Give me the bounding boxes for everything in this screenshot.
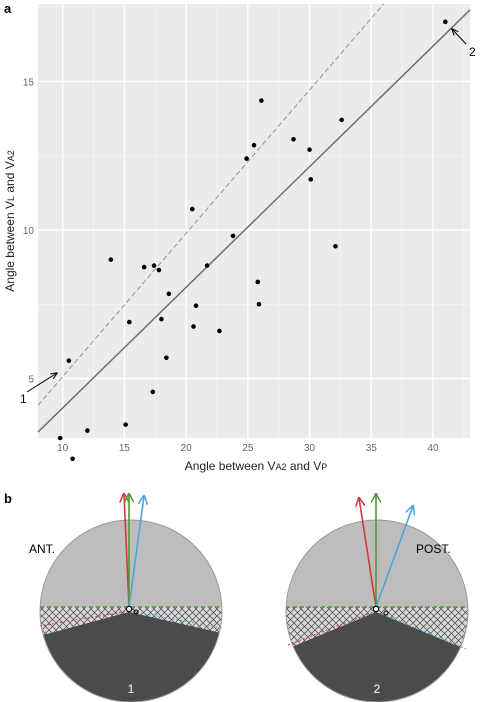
y-tick-label: 5: [28, 375, 34, 386]
scatter-plot: [37, 3, 471, 462]
y-tick-labels: 5 10 15: [23, 77, 35, 385]
data-point: [204, 263, 210, 268]
red-vector: [359, 498, 377, 608]
panel-a-label: a: [4, 1, 12, 16]
diagram-2-number: 2: [374, 682, 381, 696]
fit-lines: [37, 3, 471, 433]
data-point: [108, 257, 114, 262]
data-point: [443, 19, 448, 25]
data-point: [66, 358, 72, 364]
data-point: [127, 319, 132, 325]
data-point: [251, 142, 257, 148]
diagram-2: POST. 2: [285, 494, 469, 702]
data-points: [57, 19, 448, 462]
x-tick-label: 10: [57, 443, 69, 454]
diagram-1: ANT. 1: [29, 494, 223, 702]
data-point: [230, 233, 236, 239]
identity-line: [37, 3, 385, 406]
x-tick-label: 15: [119, 443, 131, 454]
data-point: [189, 206, 195, 212]
data-point: [255, 279, 261, 285]
data-point: [85, 428, 90, 433]
annotation-2-arrow: [452, 29, 467, 45]
blue-vector: [375, 506, 413, 608]
blue-vector: [128, 496, 144, 608]
data-point: [151, 263, 157, 268]
data-point: [333, 243, 338, 249]
data-point: [166, 291, 172, 297]
regression-line: [37, 9, 471, 433]
annotation-1-arrow: [26, 373, 57, 393]
data-point: [244, 156, 249, 161]
origin-marker: [372, 605, 380, 613]
data-point: [308, 177, 314, 182]
red-vector: [124, 494, 130, 608]
annotation-2-label: 2: [469, 45, 476, 59]
data-point: [70, 456, 75, 462]
data-point: [141, 264, 147, 270]
data-point: [156, 267, 162, 273]
x-tick-label: 25: [242, 443, 254, 454]
data-point: [256, 301, 262, 307]
x-tick-label: 40: [427, 443, 439, 454]
data-point: [339, 117, 344, 123]
panel-b-label: b: [4, 491, 12, 506]
data-point: [123, 422, 128, 427]
data-point: [57, 435, 63, 441]
data-point: [164, 355, 169, 361]
lower-region: [286, 612, 468, 702]
x-axis-title: Angle between VA2 and VP: [185, 459, 327, 473]
annotation-1-label: 1: [20, 392, 27, 406]
data-point: [159, 316, 164, 322]
data-point: [193, 303, 199, 309]
x-tick-label: 35: [366, 443, 378, 454]
y-axis-title: Angle between VL and VA2: [3, 150, 17, 291]
diagram-1-orientation: ANT.: [29, 542, 55, 556]
lower-region: [40, 612, 222, 702]
grid-minor: [38, 4, 470, 438]
data-point: [217, 328, 222, 334]
y-tick-label: 10: [23, 226, 35, 237]
diagram-1-number: 1: [128, 682, 135, 696]
data-point: [307, 147, 312, 152]
y-tick-label: 15: [23, 77, 35, 88]
data-point: [259, 98, 264, 103]
origin-marker: [125, 605, 133, 613]
x-tick-label: 20: [181, 443, 193, 454]
data-point: [191, 324, 196, 329]
x-tick-labels: 10 15 20 25 30 35 40: [57, 443, 439, 454]
diagram-2-orientation: POST.: [416, 542, 451, 556]
data-point: [150, 389, 156, 395]
x-tick-label: 30: [304, 443, 316, 454]
data-point: [291, 136, 296, 142]
